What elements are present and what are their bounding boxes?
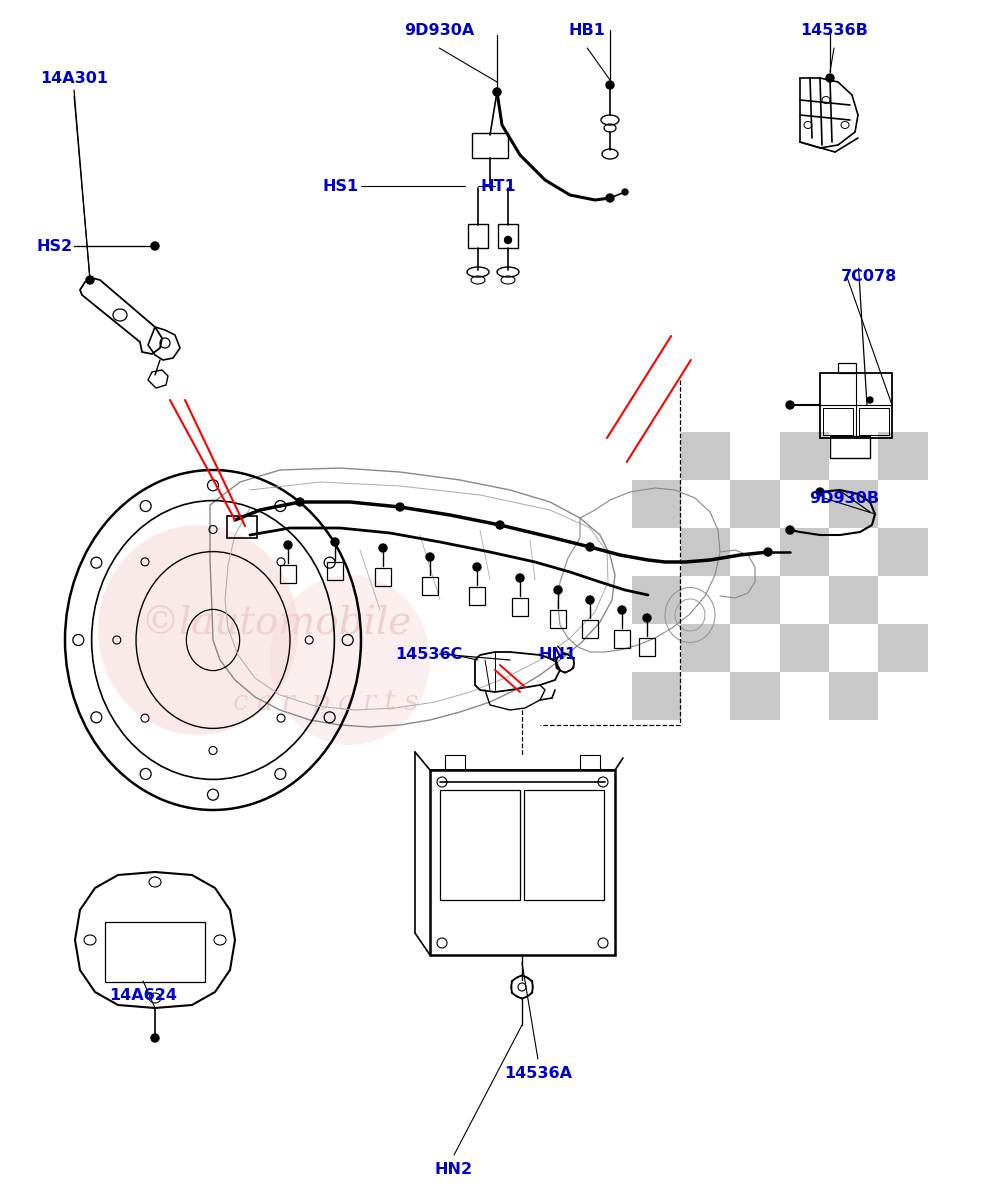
Circle shape [379, 544, 387, 552]
Circle shape [472, 563, 480, 571]
Text: 14A301: 14A301 [40, 71, 107, 85]
Circle shape [785, 526, 793, 534]
Text: HB1: HB1 [568, 23, 605, 37]
Bar [828, 672, 878, 720]
Bar [422, 577, 438, 595]
Bar [524, 790, 603, 900]
Bar [440, 790, 520, 900]
Bar [582, 620, 598, 638]
Bar [819, 373, 891, 438]
Bar [680, 432, 730, 480]
Circle shape [763, 548, 771, 556]
Ellipse shape [98, 526, 298, 734]
Bar [512, 598, 528, 616]
Bar [730, 480, 779, 528]
Ellipse shape [270, 575, 430, 745]
Text: 9D930B: 9D930B [808, 491, 879, 505]
Bar [580, 755, 599, 770]
Bar [779, 432, 828, 480]
Circle shape [296, 498, 304, 506]
Bar [878, 432, 927, 480]
Bar [680, 624, 730, 672]
Bar [828, 480, 878, 528]
Bar [631, 576, 680, 624]
Bar [445, 755, 464, 770]
Bar [828, 576, 878, 624]
Circle shape [815, 488, 823, 496]
Bar [822, 408, 852, 436]
Circle shape [516, 574, 524, 582]
Bar [878, 528, 927, 576]
Bar [549, 610, 565, 628]
Text: 14536B: 14536B [800, 23, 867, 37]
Circle shape [330, 538, 338, 546]
Text: HS1: HS1 [322, 179, 358, 193]
Bar [227, 516, 256, 538]
Text: ©lautomobile: ©lautomobile [141, 606, 411, 642]
Bar [613, 630, 629, 648]
Circle shape [553, 586, 561, 594]
Circle shape [621, 190, 627, 196]
Bar [375, 568, 390, 586]
Circle shape [785, 401, 793, 409]
Text: 7C078: 7C078 [840, 269, 895, 283]
Bar [498, 224, 518, 248]
Bar [779, 528, 828, 576]
Bar [858, 408, 888, 436]
Circle shape [617, 606, 625, 614]
Circle shape [866, 397, 872, 403]
Bar [837, 364, 855, 373]
Bar [680, 528, 730, 576]
Circle shape [395, 503, 403, 511]
Bar [280, 565, 296, 583]
Text: HN1: HN1 [538, 647, 576, 661]
Text: HN2: HN2 [435, 1163, 472, 1177]
Circle shape [86, 276, 94, 284]
Circle shape [642, 614, 651, 622]
Bar [430, 770, 614, 955]
Circle shape [605, 82, 613, 89]
Bar [779, 624, 828, 672]
Circle shape [605, 194, 613, 202]
Circle shape [825, 74, 833, 82]
Text: c a r  p a r t s: c a r p a r t s [233, 689, 418, 715]
Circle shape [504, 236, 511, 244]
Bar [730, 672, 779, 720]
Bar [105, 922, 205, 982]
Text: 14A624: 14A624 [109, 989, 176, 1003]
Bar [638, 638, 655, 656]
Bar [829, 436, 869, 458]
Text: 9D930A: 9D930A [403, 23, 474, 37]
Bar [730, 576, 779, 624]
Bar [326, 562, 343, 580]
Bar [631, 480, 680, 528]
Text: 14536C: 14536C [395, 647, 462, 661]
Bar [467, 224, 487, 248]
Circle shape [492, 88, 501, 96]
Text: 14536A: 14536A [504, 1067, 571, 1081]
Circle shape [151, 1034, 159, 1042]
Bar [878, 624, 927, 672]
Circle shape [586, 542, 594, 551]
Text: HT1: HT1 [480, 179, 516, 193]
Bar [468, 587, 484, 605]
Circle shape [496, 521, 504, 529]
Circle shape [426, 553, 434, 562]
Circle shape [284, 541, 292, 550]
Circle shape [586, 596, 594, 604]
Bar [471, 133, 508, 158]
Text: HS2: HS2 [36, 239, 72, 253]
Bar [631, 672, 680, 720]
Circle shape [151, 242, 159, 250]
